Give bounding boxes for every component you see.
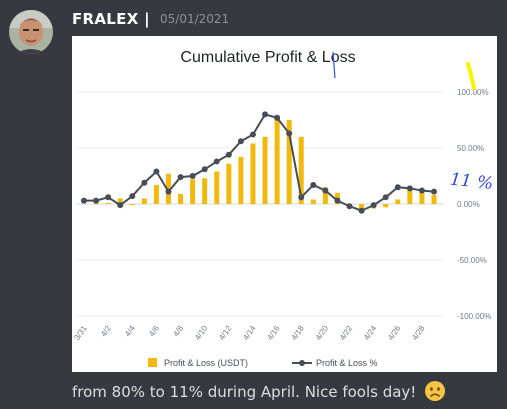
line-point	[346, 203, 353, 210]
line-point	[129, 193, 136, 200]
line-point	[117, 202, 124, 209]
line-point	[249, 131, 256, 138]
bar	[322, 187, 328, 204]
bar	[117, 198, 123, 204]
bar	[298, 136, 304, 204]
bar	[407, 189, 413, 204]
line-point	[370, 202, 377, 209]
line-point	[310, 181, 317, 188]
line-point	[165, 188, 172, 195]
line-point	[177, 174, 184, 181]
bar	[214, 171, 220, 204]
line-point	[153, 168, 160, 175]
y-tick-label: -100.00%	[457, 312, 491, 321]
line-point	[201, 166, 208, 173]
pen-annotations: 11 %	[332, 51, 494, 194]
line-point	[81, 197, 87, 204]
line-point	[322, 187, 329, 194]
x-tick-label: 4/10	[193, 324, 210, 342]
bar	[310, 199, 316, 204]
line-point	[274, 114, 281, 121]
chart-title: Cumulative Profit & Loss	[180, 49, 355, 66]
x-tick-label: 4/20	[314, 324, 331, 342]
bar	[383, 204, 389, 208]
x-tick-label: 4/18	[290, 324, 307, 342]
bar	[250, 143, 256, 204]
legend-line-marker	[299, 360, 305, 366]
line-point	[358, 207, 365, 214]
x-tick-label: 4/24	[362, 324, 379, 342]
bar	[238, 156, 244, 204]
legend-bar-swatch	[148, 358, 157, 367]
y-tick-label: -50.00%	[457, 256, 487, 265]
timestamp: 05/01/2021	[160, 12, 230, 26]
bar	[262, 136, 268, 204]
highlighter-mark	[466, 62, 476, 90]
image-attachment[interactable]: 100.00% 50.00% 0.00% -50.00% -100.00% 3/31 4/…	[72, 36, 497, 372]
legend-bar-label: Profit & Loss (USDT)	[164, 358, 248, 368]
line-point	[105, 194, 112, 201]
frowning-face-icon	[424, 380, 446, 406]
line-point	[141, 179, 148, 186]
line-point	[93, 197, 100, 204]
x-tick-label: 4/16	[265, 324, 282, 342]
message-text: from 80% to 11% during April. Nice fools…	[72, 380, 446, 406]
bar	[153, 184, 159, 204]
chart-legend: Profit & Loss (USDT) Profit & Loss %	[148, 358, 378, 368]
legend-line-label: Profit & Loss %	[316, 358, 378, 368]
username[interactable]: FRALEX |	[72, 10, 150, 28]
bar	[190, 179, 196, 204]
line-point	[394, 184, 401, 191]
x-tick-label: 4/8	[171, 324, 185, 339]
line-point	[418, 187, 425, 194]
pnl-chart: 100.00% 50.00% 0.00% -50.00% -100.00% 3/31 4/…	[72, 49, 494, 368]
bar	[274, 116, 280, 204]
bar	[105, 202, 111, 204]
bar	[431, 195, 437, 204]
avatar[interactable]	[9, 10, 53, 54]
bar	[141, 198, 147, 204]
handwritten-annotation: 11 %	[449, 170, 494, 194]
line-point	[225, 151, 232, 158]
y-tick-label: 100.00%	[457, 88, 489, 97]
bar	[395, 199, 401, 204]
line-point	[286, 130, 293, 137]
bar	[419, 191, 425, 204]
line-point	[382, 194, 389, 201]
annotation-stroke	[332, 51, 336, 79]
y-tick-label: 50.00%	[457, 144, 484, 153]
line-point	[213, 158, 220, 165]
bar	[359, 204, 365, 209]
x-tick-label: 4/14	[241, 324, 258, 342]
y-tick-label: 0.00%	[457, 200, 480, 209]
line-point	[262, 111, 269, 118]
line-point	[431, 188, 437, 195]
line-point	[237, 138, 244, 145]
bar	[129, 204, 135, 206]
bar	[178, 193, 184, 204]
bar	[226, 163, 232, 204]
x-tick-label: 3/31	[72, 324, 89, 342]
line-point	[406, 185, 413, 192]
line-point	[298, 194, 305, 201]
line-point	[334, 197, 341, 204]
x-tick-label: 4/26	[386, 324, 403, 342]
line-point	[189, 173, 196, 179]
x-tick-label: 4/12	[217, 324, 234, 342]
x-tick-label: 4/6	[147, 324, 161, 339]
series-line	[84, 113, 435, 212]
x-tick-label: 4/28	[410, 324, 427, 342]
bar	[202, 178, 208, 204]
x-tick-label: 4/4	[123, 324, 137, 339]
x-tick-label: 4/2	[99, 324, 113, 339]
bar	[286, 120, 292, 204]
message-body: from 80% to 11% during April. Nice fools…	[72, 383, 417, 401]
x-tick-label: 4/22	[338, 324, 355, 342]
